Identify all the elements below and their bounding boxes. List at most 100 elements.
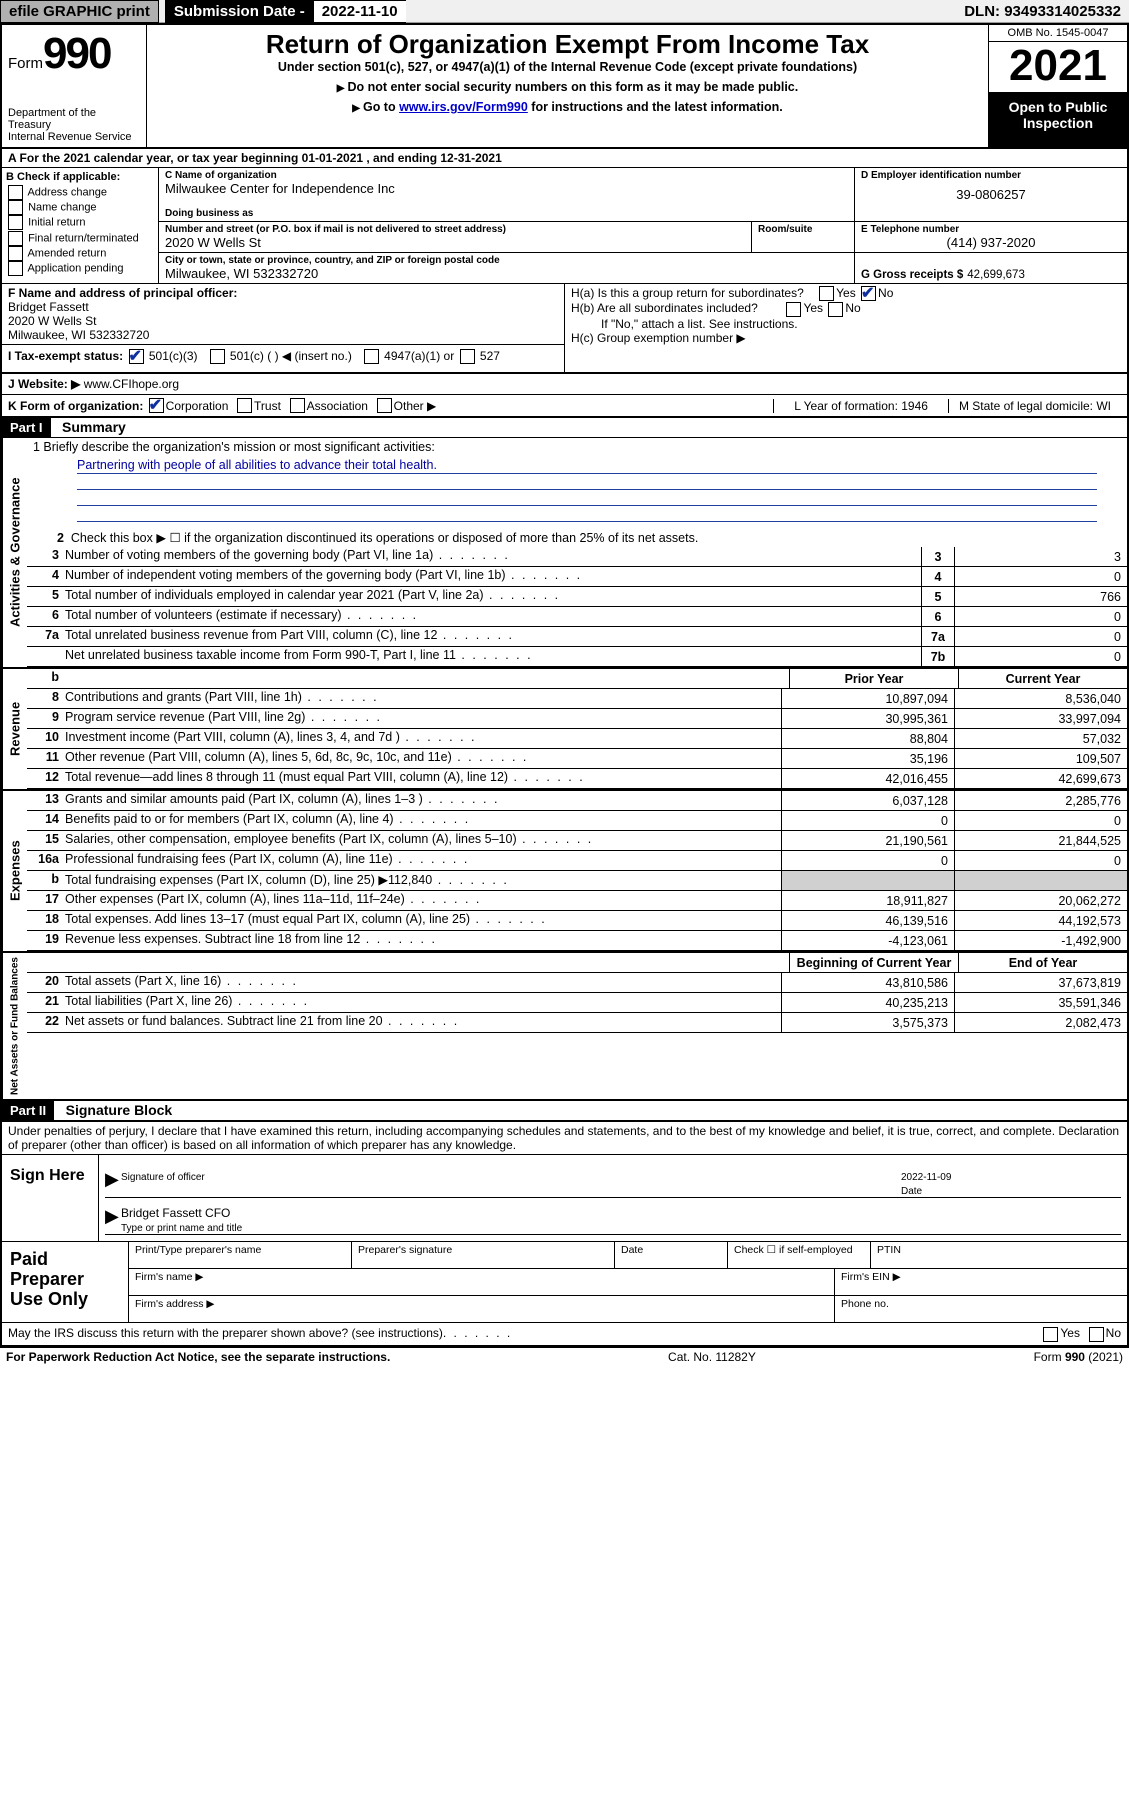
summary-expenses: Expenses 13 Grants and similar amounts p… (0, 791, 1129, 953)
c-name-label: C Name of organization (165, 170, 848, 181)
vert-gov: Activities & Governance (2, 438, 27, 667)
form990-link[interactable]: www.irs.gov/Form990 (399, 100, 528, 114)
sig-arrow-icon-2: ▶ (105, 1206, 121, 1234)
check-discuss-yes[interactable] (1043, 1327, 1058, 1342)
mission-lines: Partnering with people of all abilities … (27, 456, 1127, 524)
line-desc: Professional fundraising fees (Part IX, … (63, 851, 781, 870)
signature-block: Under penalties of perjury, I declare th… (0, 1121, 1129, 1346)
year-formation: L Year of formation: 1946 (773, 399, 948, 413)
box-b: B Check if applicable: Address change Na… (2, 168, 159, 283)
col-prior: Prior Year (789, 669, 958, 688)
prior-val: 88,804 (781, 729, 954, 748)
check-amended[interactable] (8, 246, 23, 261)
officer-city: Milwaukee, WI 532332720 (8, 328, 558, 342)
prior-val (781, 871, 954, 890)
page-footer: For Paperwork Reduction Act Notice, see … (0, 1347, 1129, 1366)
gov-line-box: 6 (921, 607, 954, 626)
prep-firm: Firm's name ▶ (129, 1269, 835, 1295)
check-address-change[interactable] (8, 185, 23, 200)
summary-netassets: Net Assets or Fund Balances Beginning of… (0, 953, 1129, 1101)
gov-line-desc: Net unrelated business taxable income fr… (63, 647, 921, 666)
gov-line-desc: Total number of individuals employed in … (63, 587, 921, 606)
check-name-change[interactable] (8, 200, 23, 215)
gov-line-val: 0 (954, 627, 1127, 646)
check-hb-yes[interactable] (786, 302, 801, 317)
prior-val: 10,897,094 (781, 689, 954, 708)
vert-net: Net Assets or Fund Balances (2, 953, 27, 1099)
box-h: H(a) Is this a group return for subordin… (565, 284, 1127, 372)
header-right: OMB No. 1545-0047 2021 Open to Public In… (988, 25, 1127, 147)
current-val: 109,507 (954, 749, 1127, 768)
prep-name-label: Print/Type preparer's name (129, 1242, 352, 1268)
current-val: 35,591,346 (954, 993, 1127, 1012)
row-k: K Form of organization: Corporation Trus… (0, 395, 1129, 418)
h-c: H(c) Group exemption number ▶ (571, 331, 1121, 345)
efile-badge[interactable]: efile GRAPHIC print (0, 0, 159, 23)
check-corp[interactable] (149, 398, 164, 413)
dba-label: Doing business as (165, 208, 848, 219)
gov-line-val: 0 (954, 607, 1127, 626)
gov-line-box: 4 (921, 567, 954, 586)
current-val: 57,032 (954, 729, 1127, 748)
city-value: Milwaukee, WI 532332720 (165, 266, 848, 281)
part1-bar: Part I Summary (0, 418, 1129, 438)
col-current: Current Year (958, 669, 1127, 688)
check-trust[interactable] (237, 398, 252, 413)
part2-title: Signature Block (58, 1102, 173, 1118)
line-desc: Net assets or fund balances. Subtract li… (63, 1013, 781, 1032)
row-a-taxyear: A For the 2021 calendar year, or tax yea… (0, 147, 1129, 167)
open-public: Open to Public Inspection (989, 93, 1127, 147)
form-header: Form990 Department of the Treasury Inter… (0, 23, 1129, 147)
officer-name-title: Bridget Fassett CFO (121, 1206, 230, 1220)
paid-preparer-label: Paid Preparer Use Only (2, 1242, 129, 1322)
part1-title: Summary (54, 419, 126, 435)
current-val: 20,062,272 (954, 891, 1127, 910)
gov-line-val: 3 (954, 547, 1127, 566)
check-discuss-no[interactable] (1089, 1327, 1104, 1342)
city-label: City or town, state or province, country… (165, 255, 848, 266)
check-initial-return[interactable] (8, 215, 23, 230)
check-501c[interactable] (210, 349, 225, 364)
sig-date-val: 2022-11-09 (901, 1172, 951, 1183)
check-501c3[interactable] (129, 349, 144, 364)
part1-label: Part I (2, 418, 51, 437)
gross-receipts: 42,699,673 (967, 269, 1025, 281)
submission-label[interactable]: Submission Date - (165, 0, 314, 23)
gov-line-desc: Number of voting members of the governin… (63, 547, 921, 566)
prior-val: 0 (781, 851, 954, 870)
dept-treasury: Department of the Treasury (8, 107, 140, 131)
sig-arrow-icon: ▶ (105, 1169, 121, 1197)
prior-val: -4,123,061 (781, 931, 954, 950)
website-value: www.CFIhope.org (84, 377, 179, 391)
line-desc: Salaries, other compensation, employee b… (63, 831, 781, 850)
box-b-label: B Check if applicable: (6, 170, 154, 185)
check-final-return[interactable] (8, 231, 23, 246)
check-4947[interactable] (364, 349, 379, 364)
check-assoc[interactable] (290, 398, 305, 413)
prior-val: 46,139,516 (781, 911, 954, 930)
check-ha-no[interactable] (861, 286, 876, 301)
g-gross-label: G Gross receipts $ (861, 269, 963, 281)
instr-ssn: Do not enter social security numbers on … (153, 80, 982, 94)
check-app-pending[interactable] (8, 261, 23, 276)
check-527[interactable] (460, 349, 475, 364)
gov-line-val: 0 (954, 567, 1127, 586)
form-prefix: Form (8, 55, 43, 72)
prior-val: 3,575,373 (781, 1013, 954, 1032)
check-ha-yes[interactable] (819, 286, 834, 301)
check-hb-no[interactable] (828, 302, 843, 317)
line-desc: Revenue less expenses. Subtract line 18 … (63, 931, 781, 950)
line-desc: Investment income (Part VIII, column (A)… (63, 729, 781, 748)
part2-label: Part II (2, 1101, 54, 1120)
current-val: -1,492,900 (954, 931, 1127, 950)
paid-preparer: Paid Preparer Use Only Print/Type prepar… (2, 1241, 1127, 1322)
officer-addr: 2020 W Wells St (8, 314, 558, 328)
sig-officer-label: Signature of officer (121, 1172, 205, 1183)
check-other[interactable] (377, 398, 392, 413)
prior-val: 18,911,827 (781, 891, 954, 910)
mission-text: Partnering with people of all abilities … (77, 458, 437, 472)
prep-selfemp: Check ☐ if self-employed (728, 1242, 871, 1268)
prep-ptin: PTIN (871, 1242, 1127, 1268)
prep-ein: Firm's EIN ▶ (835, 1269, 1127, 1295)
gov-line-val: 766 (954, 587, 1127, 606)
